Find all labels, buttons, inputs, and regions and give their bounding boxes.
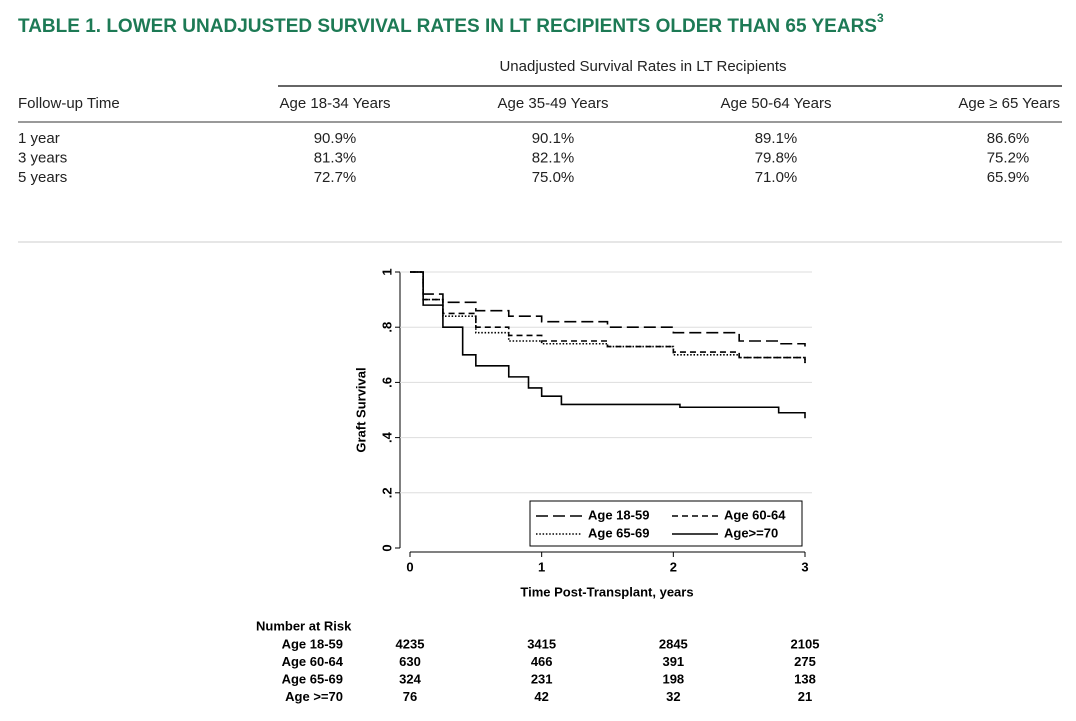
column-header: Age 50-64 Years: [721, 95, 832, 112]
risk-value: 198: [662, 671, 684, 686]
x-tick-label: 0: [406, 559, 413, 574]
y-tick-label: 1: [379, 268, 394, 275]
title-superscript: 3: [877, 11, 884, 25]
table-cell: 89.1%: [755, 130, 798, 147]
table-cell: 81.3%: [314, 149, 357, 166]
table-cell: 82.1%: [532, 149, 575, 166]
y-tick-label: .8: [379, 322, 394, 333]
y-tick-label: .4: [379, 431, 394, 443]
x-axis-label: Time Post-Transplant, years: [520, 584, 693, 599]
risk-value: 324: [399, 671, 421, 686]
risk-value: 466: [531, 654, 553, 669]
y-tick-label: 0: [379, 544, 394, 551]
survival-curve: [410, 271, 806, 364]
table-cell: 65.9%: [987, 169, 1030, 186]
risk-row-label: Age 65-69: [282, 671, 343, 686]
title-text: TABLE 1. LOWER UNADJUSTED SURVIVAL RATES…: [18, 16, 877, 37]
legend-label: Age 65-69: [588, 525, 649, 540]
column-header: Age 35-49 Years: [498, 95, 609, 112]
table-cell: 75.2%: [987, 149, 1030, 166]
x-tick-label: 1: [538, 559, 545, 574]
x-tick-label: 3: [801, 559, 808, 574]
table-cell: 90.1%: [532, 130, 575, 147]
risk-title: Number at Risk: [256, 618, 352, 633]
y-tick-label: .2: [379, 487, 394, 498]
risk-row-label: Age >=70: [285, 689, 343, 704]
risk-value: 76: [403, 689, 417, 704]
legend-label: Age 18-59: [588, 507, 649, 522]
risk-value: 2105: [791, 636, 820, 651]
risk-value: 21: [798, 689, 812, 704]
column-header: Age ≥ 65 Years: [958, 95, 1060, 112]
risk-value: 32: [666, 689, 680, 704]
table-cell: 72.7%: [314, 169, 357, 186]
risk-value: 138: [794, 671, 816, 686]
risk-row-label: Age 18-59: [282, 636, 343, 651]
risk-value: 2845: [659, 636, 688, 651]
survival-curve: [410, 271, 806, 364]
legend-box: [529, 500, 803, 547]
survival-curve: [410, 271, 806, 419]
table-cell: 86.6%: [987, 130, 1030, 147]
risk-value: 42: [534, 689, 548, 704]
y-axis-label: Graft Survival: [353, 367, 368, 452]
table-cell: 5 years: [18, 169, 67, 186]
table-cell: 3 years: [18, 149, 67, 166]
column-header: Follow-up Time: [18, 95, 120, 112]
y-tick-label: .6: [379, 377, 394, 388]
table-title: TABLE 1. LOWER UNADJUSTED SURVIVAL RATES…: [18, 11, 884, 37]
table-cell: 71.0%: [755, 169, 798, 186]
table-cell: 79.8%: [755, 149, 798, 166]
legend-label: Age 60-64: [724, 507, 786, 522]
risk-value: 391: [662, 654, 684, 669]
table-cell: 75.0%: [532, 169, 575, 186]
legend-label: Age>=70: [724, 525, 778, 540]
table-cell: 90.9%: [314, 130, 357, 147]
super-header: Unadjusted Survival Rates in LT Recipien…: [499, 58, 786, 75]
risk-row-label: Age 60-64: [282, 654, 344, 669]
x-tick-label: 2: [670, 559, 677, 574]
risk-value: 3415: [527, 636, 556, 651]
column-header: Age 18-34 Years: [280, 95, 391, 112]
risk-value: 4235: [396, 636, 425, 651]
risk-value: 630: [399, 654, 421, 669]
table-cell: 1 year: [18, 130, 60, 147]
risk-value: 275: [794, 654, 816, 669]
risk-value: 231: [531, 671, 553, 686]
survival-curve: [410, 271, 806, 347]
